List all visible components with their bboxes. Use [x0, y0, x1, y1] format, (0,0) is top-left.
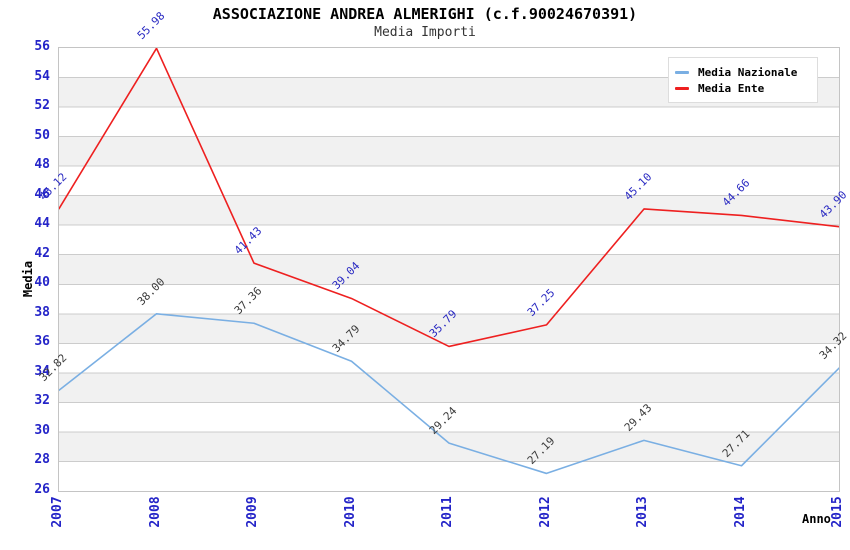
y-tick-label: 40 [34, 275, 50, 291]
grid-band [59, 136, 839, 167]
x-tick-label: 2010 [342, 496, 358, 528]
legend-line-swatch [675, 86, 689, 90]
y-tick-label: 34 [34, 363, 50, 379]
y-tick-label: 30 [34, 422, 50, 438]
legend-label: Media Nazionale [698, 65, 798, 79]
grid-band [59, 254, 839, 285]
y-tick-label: 50 [34, 127, 50, 143]
y-tick-label: 28 [34, 452, 50, 468]
x-tick-label: 2012 [537, 496, 553, 528]
x-tick-label: 2009 [245, 496, 260, 528]
legend-item-media-nazionale: Media Nazionale [675, 64, 817, 80]
y-tick-label: 48 [34, 157, 50, 173]
grid-band [59, 313, 839, 344]
legend-item-media-ente: Media Ente [675, 80, 817, 96]
x-tick-label: 2015 [830, 496, 845, 528]
legend-label: Media Ente [698, 81, 765, 95]
legend-line-swatch [675, 70, 689, 74]
x-tick-label: 2013 [635, 496, 650, 528]
y-tick-label: 46 [34, 186, 50, 202]
y-tick-label: 56 [34, 39, 50, 54]
y-tick-label: 36 [34, 334, 50, 350]
x-axis-title: Anno [802, 512, 831, 526]
chart-title: ASSOCIAZIONE ANDREA ALMERIGHI (c.f.90024… [212, 5, 638, 23]
chart-subtitle: Media Importi [374, 25, 476, 40]
y-tick-label: 26 [34, 482, 50, 497]
y-tick-label: 54 [34, 68, 50, 84]
legend: Media Nazionale Media Ente [668, 57, 818, 103]
grid-band [59, 372, 839, 403]
y-tick-label: 38 [34, 304, 50, 320]
y-tick-label: 42 [34, 245, 50, 261]
plot-canvas [59, 48, 839, 475]
plot-area [58, 47, 840, 492]
x-tick-label: 2014 [732, 496, 748, 528]
y-tick-label: 52 [34, 98, 50, 114]
x-tick-label: 2008 [147, 496, 163, 528]
y-tick-label: 44 [34, 216, 50, 232]
x-tick-label: 2007 [50, 496, 65, 528]
x-tick-label: 2011 [440, 496, 455, 528]
series-line-media-nazionale [59, 312, 839, 475]
grid-band [59, 195, 839, 226]
series-line-media-ente [59, 48, 839, 348]
y-tick-label: 32 [34, 393, 50, 409]
